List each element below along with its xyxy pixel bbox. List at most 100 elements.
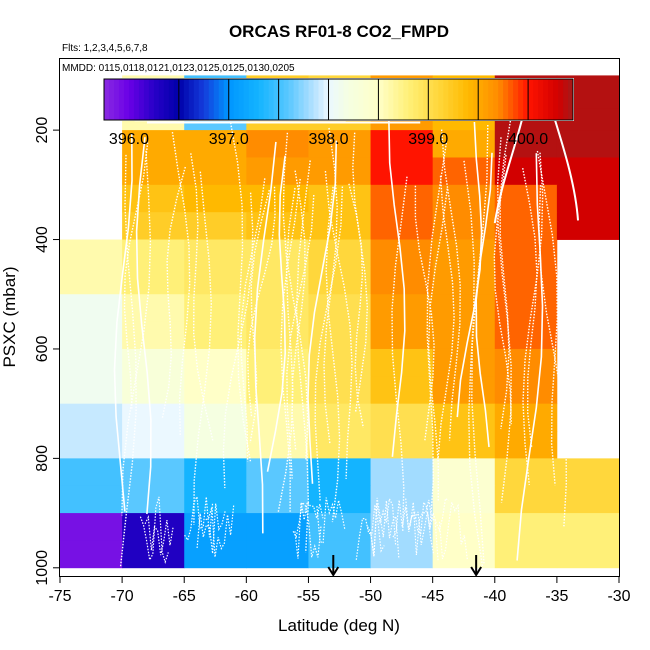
y-tick-label: 400 [34,226,51,253]
colorbar-segment [513,79,519,120]
colorbar-segment [273,79,280,120]
x-tick-label: -75 [48,588,71,605]
colorbar-segment [473,79,479,120]
colorbar-segment [323,79,330,120]
colorbar-segment [143,79,150,120]
heatmap-cell [246,485,309,514]
colorbar-segment [278,79,285,120]
flight-profile-track [161,166,186,418]
heatmap-cell [60,321,123,350]
heatmap-cell [370,403,434,432]
flight-profile-track [414,185,435,442]
colorbar-segment [353,79,359,120]
colorbar-segment [213,79,220,120]
x-tick-label: -60 [235,588,258,605]
flight-lowlevel-track [409,499,439,561]
colorbar-segment [203,79,210,120]
flight-profile-track [437,175,455,460]
colorbar-segment [123,79,130,120]
x-tick-label: -30 [607,588,630,605]
heatmap-cell [494,376,558,405]
heatmap-cell [60,458,123,487]
heatmap-cell [432,184,496,213]
y-axis-label: PSXC (mbar) [0,266,19,367]
flight-profile-track [440,129,461,441]
colorbar-segment [448,79,454,120]
colorbar-segment [463,79,469,120]
colorbar-segment [318,79,325,120]
colorbar-segment [408,79,414,120]
colorbar-segment [138,79,145,120]
flight-lowlevel-track [139,496,169,564]
flight-profile-track [266,155,287,472]
heatmap-cell [432,485,496,514]
colorbar-segment [153,79,160,120]
colorbar-segment [478,79,484,120]
heatmap-cell [184,212,247,240]
colorbar-segment [453,79,459,120]
heatmap-cell [494,130,558,158]
colorbar-segment [503,79,509,120]
flight-profile-track [348,183,364,428]
heatmap-cell [122,348,185,377]
heatmap-cell [184,294,247,323]
heatmap-cell [60,376,123,405]
colorbar-segment [303,79,310,120]
flight-profile-track [113,133,133,512]
heatmap-cell [184,431,247,459]
heatmap-cell [494,431,558,459]
flight-lowlevel-track [392,500,422,538]
heatmap-cell [60,294,123,323]
heatmap-cell [494,212,558,240]
x-tick-label: -45 [421,588,444,605]
colorbar-segment [243,79,250,120]
colorbar-segment [293,79,300,120]
flight-lowlevel-track [184,494,214,542]
flight-profile-track [325,186,341,523]
colorbar-segment [188,79,195,120]
flight-lowlevel-track [438,502,468,561]
colorbar-segment [348,79,354,120]
flight-track-curve [553,117,580,221]
colorbar-segment [193,79,200,120]
colorbar-segment [228,79,235,120]
colorbar-segment [518,79,524,120]
axes: -75 -70 -65 -60 -55 -50 -45 -40 -35 -30 200 400 600 8… [34,117,631,605]
flights-label: Flts: 1,2,3,4,5,6,7,8 [62,43,148,54]
flight-profile-track [456,121,483,418]
colorbar-segment [433,79,439,120]
flight-lowlevel-track [355,504,385,560]
colorbar-segment [233,79,240,120]
colorbar-segment [563,79,569,120]
colorbar-segment [423,79,429,120]
colorbar-tick-label: 396.0 [109,131,149,148]
heatmap-cell [60,348,123,377]
flight-profile-track [193,171,213,525]
colorbar-segment [398,79,404,120]
flight-profile-track [240,178,266,462]
heatmap-cell [556,184,620,213]
heatmap-cell [556,540,620,569]
heatmap-cell [494,184,558,213]
colorbar-tick-label: 399.0 [408,131,448,148]
colorbar-segment [108,79,115,120]
heatmap-cell [432,431,496,459]
heatmap-cell [246,157,309,186]
colorbar-segment [538,79,544,120]
flight-lowlevel-track [144,515,174,556]
heatmap-cell [370,321,434,350]
colorbar-segment [173,79,180,120]
colorbar-segment [443,79,449,120]
heatmap-cell [308,157,371,186]
flight-profile-track [229,119,252,463]
heatmap-cell [432,130,496,158]
colorbar-frame [103,78,574,121]
colorbar-segment [393,79,399,120]
colorbar-segment [133,79,140,120]
heatmap-cell [432,239,496,268]
flight-lowlevel-track [316,497,346,545]
heatmap-cell [122,266,185,295]
heatmap-cell [556,485,620,514]
colorbar-segment [253,79,260,120]
arrow-head [327,566,340,577]
